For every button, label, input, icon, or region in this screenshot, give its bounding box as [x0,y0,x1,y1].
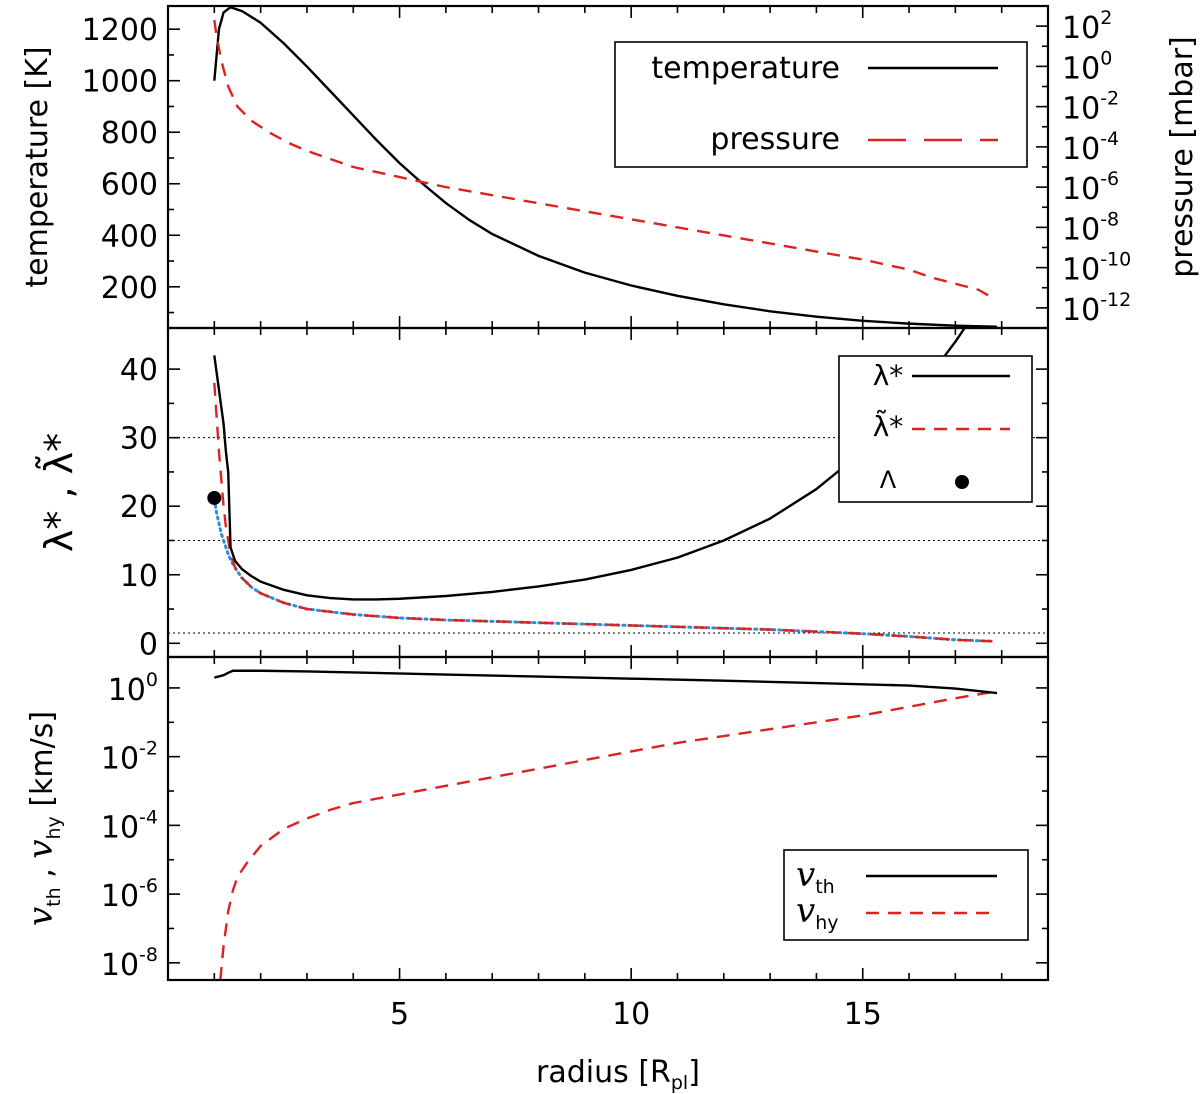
legend-label-lambda-tilde: λ̃* [873,409,904,443]
y2-tick-label: 10-4 [1062,128,1119,167]
series-lambda-star [213,328,967,601]
series-group [207,328,994,643]
y-tick-label: 10 [120,559,158,594]
y-tick-label: 10-4 [101,806,158,845]
y-tick-label: 30 [120,422,158,457]
legend-marker-big-lambda [955,475,969,489]
legend-label-temperature: temperature [651,51,840,86]
series-v-th [214,669,998,695]
y-axis-title: temperature [K] [20,46,55,287]
series-group [213,6,998,328]
legend: temperature pressure [614,41,1028,168]
y-tick-label: 400 [101,219,158,254]
series-group [214,669,998,980]
series-temperature [213,6,998,328]
y-tick-label: 600 [101,168,158,203]
panel-velocity: 10-8 10-6 10-4 10-2 100 5 10 15 radius [Rpl] vth … [21,655,1050,1094]
series-pressure [213,19,994,299]
y2-tick-label: 10-2 [1062,88,1119,127]
y-tick-label: 10-6 [101,875,158,914]
y-tick-label: 40 [120,353,158,388]
y-tick-label: 1200 [82,13,158,48]
y2-tick-label: 102 [1062,7,1112,46]
y2-tick-label: 100 [1062,47,1112,86]
legend-box [783,849,1029,941]
legend-label-big-lambda: Λ [880,466,897,494]
legend-label-v-th: vth [796,855,835,898]
series-lambda-dotted [212,497,994,643]
y-tick-label: 100 [108,669,158,708]
y-tick-label: 20 [120,490,158,525]
y-tick-label: 0 [139,627,158,662]
y2-tick-label: 10-10 [1062,249,1131,288]
series-lambda-tilde [213,382,993,643]
y-axis-title: λ* , λ̃* [36,433,81,552]
legend: λ* λ̃* Λ [838,355,1033,503]
point-big-lambda [207,490,222,505]
y2-tick-label: 10-6 [1062,168,1119,207]
legend-box [614,41,1028,168]
legend-label-lambda-star: λ* [873,359,904,392]
plot-frame [166,655,1050,982]
y-tick-label: 1000 [82,65,158,100]
y-tick-label: 800 [101,116,158,151]
y2-tick-label: 10-8 [1062,208,1119,247]
x-tick-label: 10 [612,997,650,1032]
x-tick-label: 15 [844,997,882,1032]
y2-tick-label: 10-12 [1062,289,1131,328]
series-v-hy [219,690,998,980]
y-axis-title: vth , vhy [km/s] [21,711,65,926]
legend-label-pressure: pressure [710,122,840,157]
y2-axis-title: pressure [mbar] [1165,36,1200,278]
panel-lambda: 0 10 20 30 40 λ* , λ̃* λ* λ̃* Λ [36,326,1050,662]
legend-label-v-hy: vhy [796,891,839,934]
y-tick-label: 10-8 [101,944,158,983]
y-tick-label: 10-2 [101,738,158,777]
y-tick-label: 200 [101,271,158,306]
x-tick-label: 5 [390,997,409,1032]
x-axis-title: radius [Rpl] [536,1055,700,1094]
